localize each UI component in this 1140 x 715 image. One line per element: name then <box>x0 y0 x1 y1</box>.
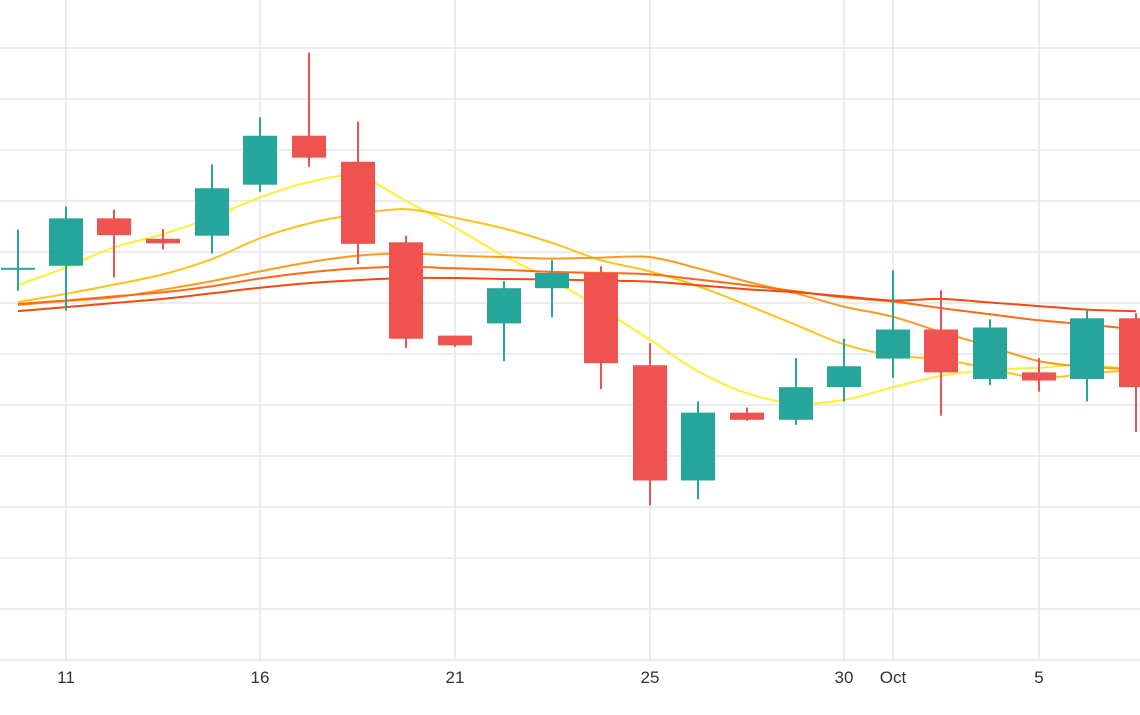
candle-down <box>292 52 326 167</box>
candle-body <box>1119 318 1140 388</box>
candle-body <box>633 365 667 481</box>
candle-body <box>779 387 813 420</box>
candle-body <box>973 327 1007 379</box>
candle-body <box>924 329 958 373</box>
candle-down <box>341 121 375 265</box>
candle-down <box>633 343 667 506</box>
candle-body <box>1070 318 1104 379</box>
candle-up <box>243 117 277 192</box>
candle-body <box>389 242 423 339</box>
candle-body <box>730 412 764 420</box>
candle-body <box>827 366 861 388</box>
candle-up <box>535 260 569 318</box>
candle-up <box>487 281 521 362</box>
x-tick-label: 30 <box>835 668 854 687</box>
candle-down <box>1022 358 1056 392</box>
candle-down <box>1119 313 1140 433</box>
x-tick-label: 25 <box>641 668 660 687</box>
candle-down <box>584 266 618 390</box>
x-tick-label: 16 <box>251 668 270 687</box>
candle-body <box>243 135 277 185</box>
candle-up <box>195 164 229 254</box>
x-tick-label: Oct <box>880 668 907 687</box>
candle-body <box>876 329 910 359</box>
candle-up <box>779 358 813 425</box>
candle-down <box>438 335 472 347</box>
candle-down <box>97 209 131 278</box>
moving-average-line <box>17 265 1137 331</box>
grid <box>0 0 1140 661</box>
moving-average-lines <box>17 174 1137 405</box>
candle-up <box>876 270 910 378</box>
candle-down <box>389 235 423 348</box>
x-tick-label: 21 <box>446 668 465 687</box>
moving-average-line <box>17 276 1137 313</box>
candle-down <box>146 229 180 250</box>
candle-body <box>49 218 83 266</box>
x-tick-label: 5 <box>1034 668 1043 687</box>
candle-up <box>1 229 35 291</box>
candle-up <box>681 401 715 500</box>
candle-body <box>292 135 326 158</box>
candle-body <box>1 267 35 270</box>
candles <box>1 52 1140 506</box>
candle-body <box>681 412 715 481</box>
candle-down <box>730 407 764 421</box>
candle-body <box>97 218 131 236</box>
candle-down <box>924 290 958 416</box>
candle-up <box>49 206 83 311</box>
candle-body <box>535 272 569 289</box>
candle-body <box>584 272 618 364</box>
candle-body <box>195 188 229 236</box>
candle-body <box>146 238 180 244</box>
x-axis-ticks: 11 16 21 25 30 Oct 5 <box>57 668 1044 687</box>
candle-body <box>1022 372 1056 381</box>
candle-body <box>438 335 472 346</box>
candle-up <box>1070 310 1104 402</box>
candle-up <box>827 338 861 402</box>
candle-body <box>487 288 521 324</box>
candle-body <box>341 161 375 244</box>
x-tick-label: 11 <box>57 668 75 687</box>
candle-up <box>973 319 1007 386</box>
